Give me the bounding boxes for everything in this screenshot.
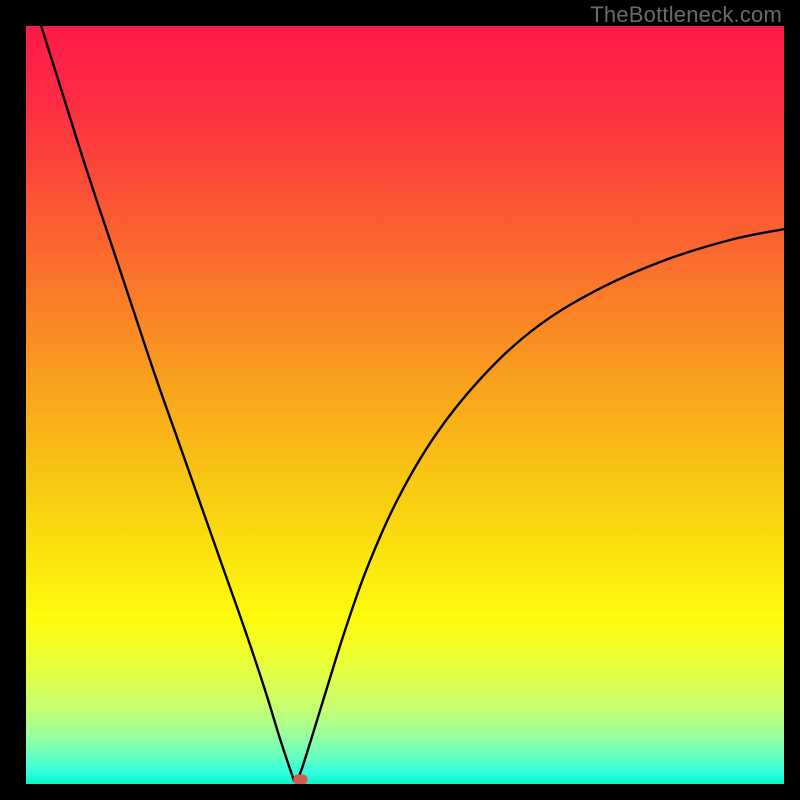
watermark-text: TheBottleneck.com [590, 2, 782, 28]
plot-background [26, 26, 784, 784]
bottleneck-chart [26, 26, 784, 784]
optimum-marker [293, 775, 307, 784]
chart-frame: TheBottleneck.com [0, 0, 800, 800]
